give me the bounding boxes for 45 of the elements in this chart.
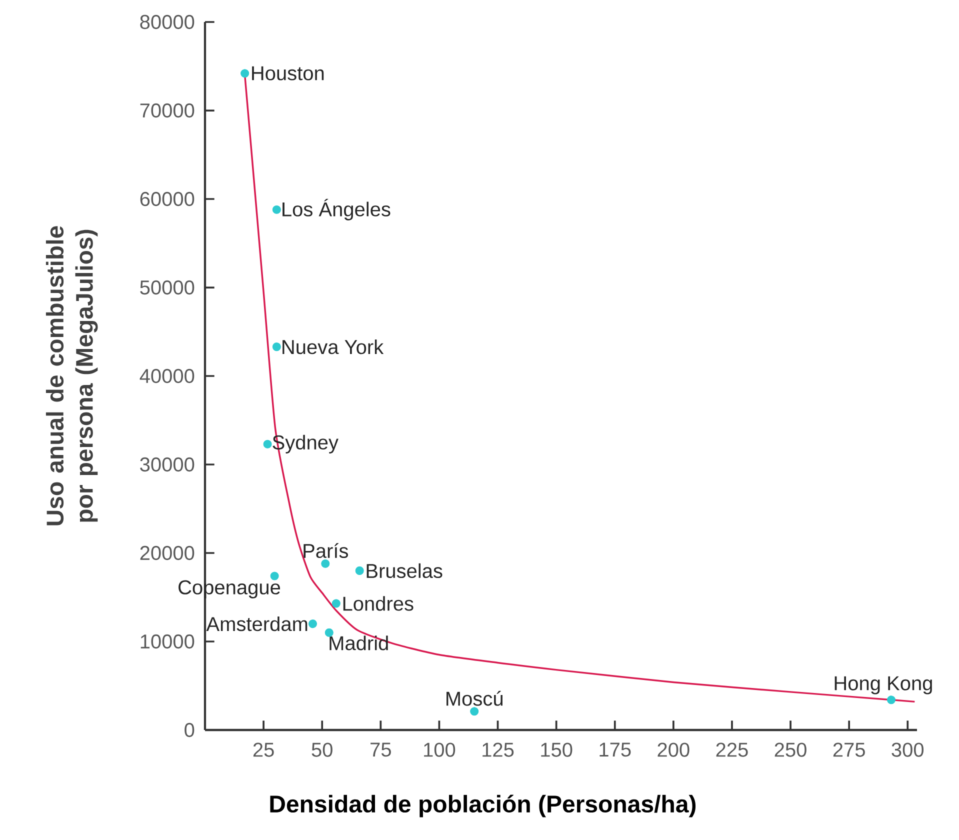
point: [270, 572, 279, 580]
point: [321, 559, 330, 568]
point: [886, 696, 896, 704]
annotation: Nueva York: [282, 339, 384, 354]
annotation: Moscú: [446, 690, 503, 706]
annotation: Los Ángeles: [282, 198, 390, 220]
point: [272, 342, 281, 352]
y-tick-label: 10000: [140, 634, 194, 649]
x-tick-label: 100: [424, 742, 456, 757]
y-tick-label: 40000: [140, 368, 194, 384]
point: [308, 620, 318, 628]
x-tick-label: 225: [716, 742, 748, 757]
x-tick-label: 300: [892, 742, 924, 757]
annotation: Madrid: [330, 636, 388, 650]
point: [470, 707, 479, 716]
x-tick-label: 150: [541, 742, 572, 757]
annotation: Hong Kong: [834, 676, 932, 694]
point: [272, 205, 281, 214]
y-tick-label: 30000: [140, 457, 194, 472]
x-tick-label: 125: [482, 742, 514, 757]
x-tick-label: 275: [833, 742, 865, 757]
x-axis-title: Densidad de población (Personas/ha): [270, 794, 696, 818]
y-tick-label: 50000: [140, 280, 194, 295]
y-tick-label: 20000: [140, 546, 194, 560]
point: [263, 440, 272, 448]
y-tick-label: 60000: [140, 192, 194, 206]
point: [240, 69, 250, 78]
annotation: Houston: [252, 66, 324, 80]
annotation: Londres: [343, 596, 414, 611]
point: [332, 599, 340, 608]
x-tick-label: 200: [658, 742, 690, 757]
y-tick-label: 0: [184, 722, 194, 738]
point: [324, 628, 334, 637]
annotation: Bruselas: [366, 563, 442, 578]
annotation: París: [304, 543, 348, 558]
y-tick-label: 70000: [140, 103, 194, 118]
x-tick-label: 50: [312, 742, 332, 757]
y-tick-label: 80000: [140, 14, 194, 30]
x-tick-label: 250: [774, 742, 806, 757]
x-tick-label: 75: [370, 742, 391, 757]
annotation: Amsterdam: [206, 616, 308, 632]
x-tick-label: 25: [253, 742, 274, 757]
x-tick-label: 175: [600, 742, 631, 757]
point: [355, 566, 364, 575]
y-axis-title: Uso anual de combustible por persona (MegaJulios): [46, 226, 98, 526]
